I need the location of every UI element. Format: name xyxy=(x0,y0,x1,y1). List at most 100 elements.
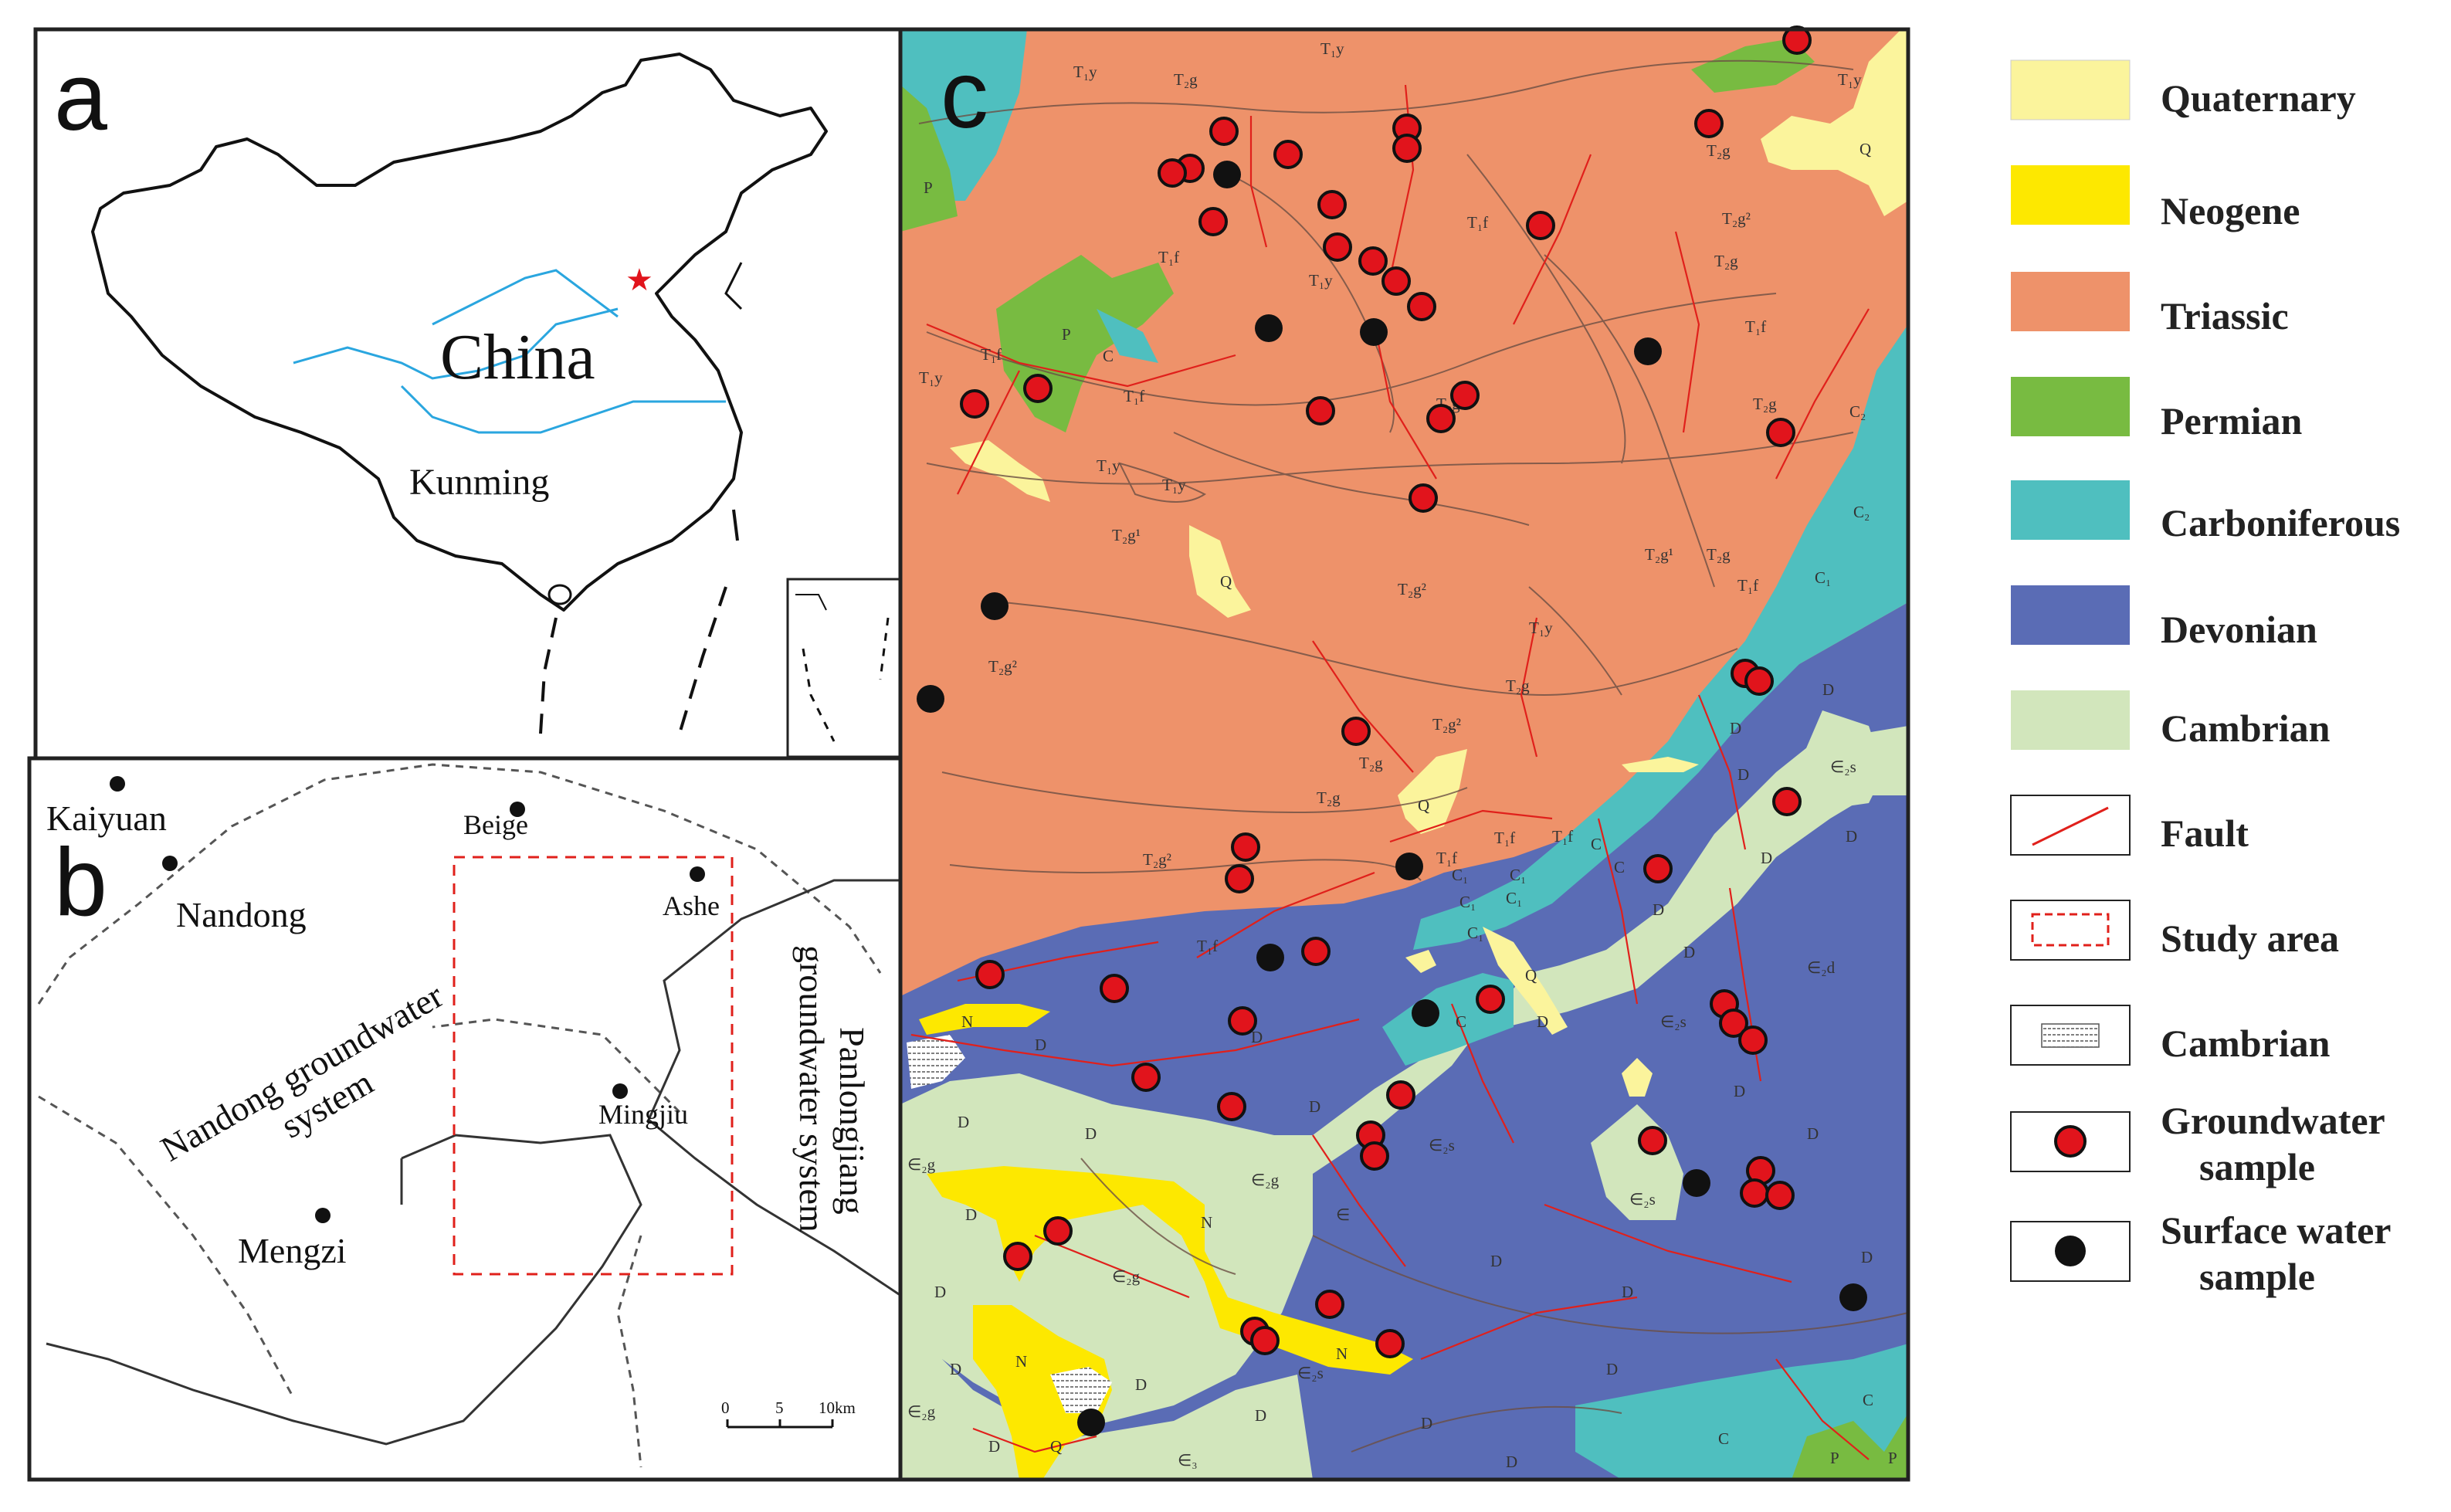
hainan-island xyxy=(547,584,572,605)
legend-quaternary: Quaternary xyxy=(2010,59,2356,120)
groundwater-sample xyxy=(1323,232,1352,262)
label-d-23: D xyxy=(934,1283,946,1301)
groundwater-sample xyxy=(1315,1290,1344,1319)
panel-b: b Kaiyuan Nandong Beige Ashe Mingjiu Men… xyxy=(27,756,906,1482)
nandong-label: Nandong xyxy=(176,895,307,934)
groundwater-sample xyxy=(1209,117,1239,146)
label-e2s-b: ∈₂s xyxy=(1830,758,1856,776)
china-outline xyxy=(91,53,828,612)
label-t1y-a: T₁y xyxy=(1073,63,1097,81)
mingjiu-dot xyxy=(612,1083,628,1099)
label-e2g-d: ∈₂g xyxy=(907,1402,936,1421)
groundwater-sample xyxy=(1360,1141,1389,1171)
groundwater-sample xyxy=(1231,832,1260,862)
label-p-b: P xyxy=(924,178,933,197)
label-t2g2-b: T₂g² xyxy=(1398,580,1426,598)
label-d-7: D xyxy=(1683,943,1695,961)
label-d-5: D xyxy=(1846,827,1857,846)
groundwater-sample xyxy=(1158,158,1187,188)
label-t2g2-c: T₂g² xyxy=(988,657,1017,676)
label-t2g-h: T₂g xyxy=(1359,754,1383,772)
permian-se xyxy=(1792,1413,1908,1480)
label-t1y-e: T₁y xyxy=(919,368,943,387)
label-d-24: D xyxy=(950,1360,961,1378)
label-d-4: D xyxy=(1761,849,1772,867)
study-area-box xyxy=(453,856,734,1276)
groundwater-swatch xyxy=(2010,1111,2131,1172)
label-t2g-g: T₂g xyxy=(1506,676,1530,695)
label-t1f-g: T₁f xyxy=(1494,829,1515,847)
panel-c-letter: c xyxy=(941,42,988,148)
capital-star-icon: ★ xyxy=(625,263,653,297)
panel-b-letter: b xyxy=(54,829,107,936)
surface-water-sample xyxy=(1213,161,1241,188)
label-e2g-a: ∈₂g xyxy=(1251,1171,1280,1189)
boundary-solid-south xyxy=(46,1134,642,1446)
groundwater-sample xyxy=(975,960,1005,989)
surface-water-sample xyxy=(1683,1169,1710,1197)
beige-label: Beige xyxy=(463,809,528,840)
permian-nw xyxy=(900,85,958,232)
label-e2s-e: ∈₂s xyxy=(1297,1364,1324,1382)
kaiyuan-label: Kaiyuan xyxy=(46,798,167,838)
cambrian-hatched-patch xyxy=(1050,1367,1112,1413)
label-t1f-a: T₁f xyxy=(1467,213,1488,232)
label-t2g1-a: T₂g¹ xyxy=(1112,526,1141,544)
groundwater-sample xyxy=(1476,985,1505,1014)
label-t1y-f: T₁y xyxy=(1097,456,1120,475)
panlongjiang-system-line1: Panlongjiang xyxy=(832,1027,872,1215)
kunming-label: Kunming xyxy=(409,462,549,503)
label-e2s-a: ∈₂s xyxy=(1660,1012,1687,1031)
legend-groundwater: Groundwater sample xyxy=(2010,1099,2385,1188)
label-d-12: D xyxy=(1309,1097,1320,1116)
groundwater-sample xyxy=(1782,25,1812,55)
label-t1f-h: T₁f xyxy=(1552,827,1573,846)
label-c1-f: C₁ xyxy=(1467,924,1483,942)
legend: Quaternary Neogene Triassic Permian Carb… xyxy=(2010,59,2400,1298)
groundwater-sample xyxy=(1738,1026,1768,1055)
label-c1-a: C₁ xyxy=(1815,568,1831,587)
legend-devonian-label: Devonian xyxy=(2161,608,2317,651)
label-d-15: D xyxy=(1807,1124,1819,1143)
quaternary-small xyxy=(1622,1058,1653,1097)
scale-ten: 10km xyxy=(819,1398,856,1417)
neogene-north xyxy=(919,1004,1050,1035)
label-c2-a: C₂ xyxy=(1849,402,1866,421)
panel-b-frame xyxy=(27,756,906,1482)
scale-five: 5 xyxy=(775,1398,784,1417)
study-area-box-icon xyxy=(2031,913,2110,947)
quaternary-west xyxy=(950,440,1050,502)
devonian-swatch xyxy=(2011,585,2130,645)
groundwater-sample xyxy=(1381,266,1411,296)
legend-study-area-label: Study area xyxy=(2161,917,2339,960)
label-t1y-b: T₁y xyxy=(1320,39,1344,58)
label-q-e: Q xyxy=(1050,1437,1062,1456)
quaternary-tiny xyxy=(1405,950,1436,973)
legend-cambrian-hatched: Cambrian xyxy=(2010,1005,2331,1066)
label-d-2: D xyxy=(1822,680,1834,699)
cambrian-south xyxy=(900,1359,1313,1480)
groundwater-sample xyxy=(1003,1242,1032,1271)
legend-study-area: Study area xyxy=(2010,900,2339,961)
study-area-swatch xyxy=(2010,900,2131,961)
label-t2g-f: T₂g xyxy=(1707,545,1731,564)
surface-water-sample xyxy=(917,685,944,713)
groundwater-sample xyxy=(1386,1080,1415,1110)
legend-surface-water-line2: sample xyxy=(2199,1255,2315,1298)
label-n-b: N xyxy=(1201,1213,1212,1232)
label-c2-b: C₂ xyxy=(1853,503,1870,521)
legend-cambrian-label: Cambrian xyxy=(2161,707,2331,750)
legend-neogene-label: Neogene xyxy=(2161,189,2300,232)
groundwater-sample xyxy=(1766,418,1795,447)
label-t2g2-d: T₂g² xyxy=(1432,715,1461,734)
legend-groundwater-line1: Groundwater xyxy=(2161,1099,2385,1142)
label-d-20: D xyxy=(1421,1414,1432,1432)
label-d-11: D xyxy=(1085,1124,1097,1143)
groundwater-sample xyxy=(1375,1329,1405,1358)
label-q-d: Q xyxy=(1525,966,1537,985)
label-e2g-b: ∈₂g xyxy=(1112,1267,1141,1286)
label-t1y-c: T₁y xyxy=(1838,70,1862,89)
groundwater-sample xyxy=(1694,109,1724,138)
label-c1-e: C₁ xyxy=(1506,889,1522,907)
